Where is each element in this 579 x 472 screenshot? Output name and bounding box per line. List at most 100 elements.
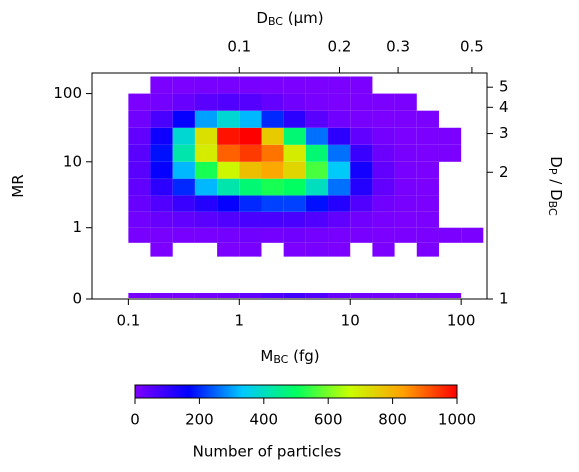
heat-cell — [150, 127, 173, 145]
heat-cell — [350, 178, 373, 196]
heat-cell — [128, 293, 151, 298]
heat-cell — [438, 227, 462, 243]
heat-cell — [350, 76, 373, 94]
heat-cell — [283, 76, 306, 94]
heat-cell — [150, 227, 173, 243]
heat-cell — [328, 110, 351, 128]
heat-cell — [128, 93, 151, 111]
heat-cell — [350, 161, 373, 179]
heat-cell — [172, 211, 195, 228]
x2-tick-label: 0.5 — [460, 38, 484, 56]
heat-cell — [372, 110, 395, 128]
heat-cell — [239, 93, 262, 111]
heat-cell — [128, 110, 151, 128]
heat-cell — [261, 93, 284, 111]
label-part: / D — [548, 175, 566, 201]
heat-cell — [350, 110, 373, 128]
y2-tick-label: 1 — [499, 290, 509, 308]
heat-cell — [239, 110, 262, 128]
heat-cell — [328, 195, 351, 212]
heat-cell — [217, 293, 240, 298]
heat-cell — [305, 76, 329, 94]
heat-cell — [217, 161, 240, 179]
y-tick-label: 0 — [72, 290, 82, 308]
heat-cell — [150, 178, 173, 196]
heat-cell — [150, 161, 173, 179]
label-part: (µm) — [283, 9, 324, 27]
heat-cell — [372, 211, 395, 228]
x2-tick-label: 0.2 — [328, 38, 352, 56]
heat-cell — [328, 178, 351, 196]
heat-cell — [416, 127, 439, 145]
heat-cell — [283, 227, 306, 243]
heat-cell — [239, 161, 262, 179]
heat-cell — [372, 242, 395, 257]
y2-tick-label: 3 — [499, 124, 509, 142]
heat-cell — [350, 93, 373, 111]
heat-cell — [394, 127, 417, 145]
heat-cell — [416, 227, 439, 243]
heat-cell — [372, 93, 395, 111]
y-tick-label: 10 — [63, 152, 82, 170]
y-tick-label: 100 — [53, 84, 82, 102]
heat-cell — [305, 93, 329, 111]
heat-cell — [283, 161, 306, 179]
heat-cell — [328, 161, 351, 179]
heat-cell — [372, 195, 395, 212]
heat-cell — [194, 144, 218, 162]
heat-cell — [261, 293, 284, 298]
heat-cell — [283, 293, 306, 298]
heat-cell — [305, 211, 329, 228]
heat-cell — [194, 195, 218, 212]
heat-cell — [261, 76, 284, 94]
heat-cell — [350, 127, 373, 145]
heat-cell — [239, 293, 262, 298]
heatmap — [128, 76, 484, 298]
label-part: MR — [9, 174, 27, 197]
heat-cell — [372, 144, 395, 162]
x2-axis-label: DBC (µm) — [256, 9, 323, 29]
heat-cell — [305, 127, 329, 145]
heat-cell — [461, 227, 484, 243]
heat-cell — [328, 211, 351, 228]
heat-cell — [350, 293, 373, 298]
heat-cell — [305, 195, 329, 212]
heat-cell — [194, 293, 218, 298]
heat-cell — [394, 110, 417, 128]
label-part: M — [260, 347, 273, 365]
heat-cell — [172, 110, 195, 128]
heat-cell — [128, 195, 151, 212]
heat-cell — [239, 144, 262, 162]
label-part: D — [256, 9, 268, 27]
heat-cell — [261, 178, 284, 196]
heat-cell — [239, 76, 262, 94]
heat-cell — [172, 127, 195, 145]
heat-cell — [217, 127, 240, 145]
heat-cell — [128, 178, 151, 196]
heat-cell — [217, 93, 240, 111]
colorbar-tick-label: 600 — [314, 411, 343, 429]
heat-cell — [150, 211, 173, 228]
heat-cell — [194, 161, 218, 179]
heat-cell — [261, 110, 284, 128]
heat-cell — [283, 144, 306, 162]
heat-cell — [350, 195, 373, 212]
heat-cell — [328, 76, 351, 94]
heat-cell — [394, 178, 417, 196]
y2-axis-label: DP / DBC — [546, 156, 566, 216]
heat-cell — [150, 242, 173, 257]
x2-tick-label: 0.3 — [386, 38, 410, 56]
x-tick-label: 0.1 — [116, 312, 140, 330]
heat-cell — [217, 227, 240, 243]
heat-cell — [438, 144, 462, 162]
heat-cell — [261, 144, 284, 162]
y-axis-label: MR — [9, 174, 27, 197]
label-part: BC — [273, 353, 288, 366]
y2-tick-label: 2 — [499, 163, 509, 181]
heat-cell — [128, 227, 151, 243]
heat-cell — [416, 144, 439, 162]
heat-cell — [261, 211, 284, 228]
heat-cell — [305, 161, 329, 179]
heat-cell — [172, 161, 195, 179]
heat-cell — [416, 211, 439, 228]
